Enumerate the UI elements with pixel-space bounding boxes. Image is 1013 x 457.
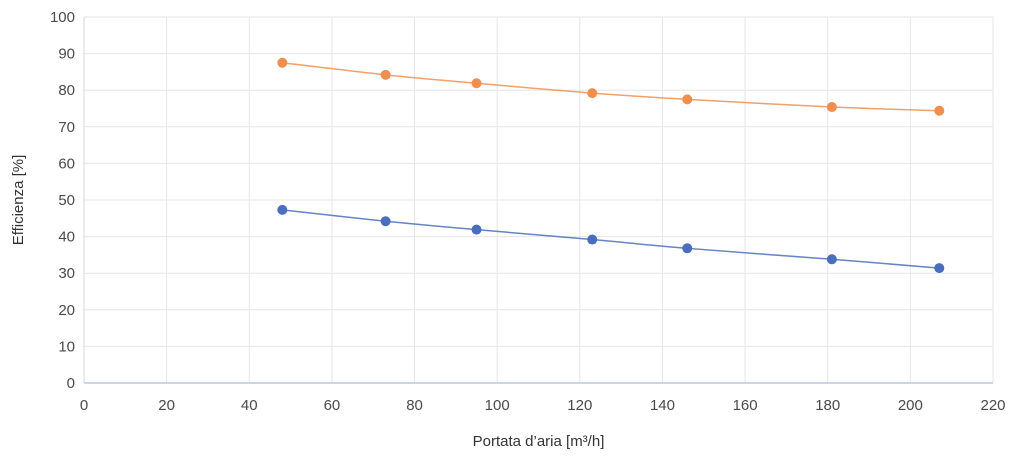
y-tick-label: 80 (58, 82, 75, 99)
data-point[interactable] (587, 234, 598, 245)
x-tick-label: 60 (324, 397, 341, 414)
data-point[interactable] (380, 69, 391, 80)
y-tick-label: 100 (50, 9, 75, 26)
y-tick-label: 20 (58, 302, 75, 319)
y-tick-label: 10 (58, 338, 75, 355)
data-point[interactable] (934, 263, 945, 274)
x-tick-label: 40 (241, 397, 258, 414)
x-tick-label: 0 (80, 397, 88, 414)
series-1 (277, 204, 945, 274)
data-point[interactable] (682, 94, 693, 105)
y-axis-label: Efficienza [%] (10, 155, 27, 246)
y-tick-label: 90 (58, 46, 75, 63)
data-point[interactable] (277, 204, 288, 215)
x-tick-label: 120 (567, 397, 592, 414)
data-point[interactable] (682, 243, 693, 254)
y-tick-label: 50 (58, 192, 75, 209)
data-point[interactable] (826, 102, 837, 113)
y-tick-label: 60 (58, 155, 75, 172)
x-tick-label: 160 (733, 397, 758, 414)
x-tick-label: 220 (980, 397, 1005, 414)
y-tick-label: 0 (67, 375, 75, 392)
x-tick-label: 200 (898, 397, 923, 414)
data-point[interactable] (471, 78, 482, 89)
y-tick-labels: 0 10 20 30 40 50 60 70 80 90 100 (50, 9, 75, 392)
data-point[interactable] (826, 254, 837, 265)
series-layer (277, 57, 945, 274)
data-point[interactable] (471, 224, 482, 235)
grid-lines (84, 16, 994, 383)
data-point[interactable] (380, 216, 391, 227)
series-line (282, 62, 940, 112)
x-tick-label: 80 (406, 397, 423, 414)
y-tick-label: 70 (58, 119, 75, 136)
x-tick-labels: 0 20 40 60 80 100 120 140 160 180 200 220 (80, 397, 1006, 414)
x-tick-label: 20 (158, 397, 175, 414)
data-point[interactable] (277, 57, 288, 68)
x-tick-label: 140 (650, 397, 675, 414)
y-tick-label: 30 (58, 265, 75, 282)
x-tick-label: 180 (815, 397, 840, 414)
y-tick-label: 40 (58, 229, 75, 246)
data-point[interactable] (934, 105, 945, 116)
series-0 (277, 57, 945, 116)
axes (83, 17, 993, 384)
x-tick-label: 100 (485, 397, 510, 414)
data-point[interactable] (587, 88, 598, 99)
x-axis-label: Portata d’aria [m³/h] (473, 433, 605, 450)
series-line (282, 209, 940, 269)
